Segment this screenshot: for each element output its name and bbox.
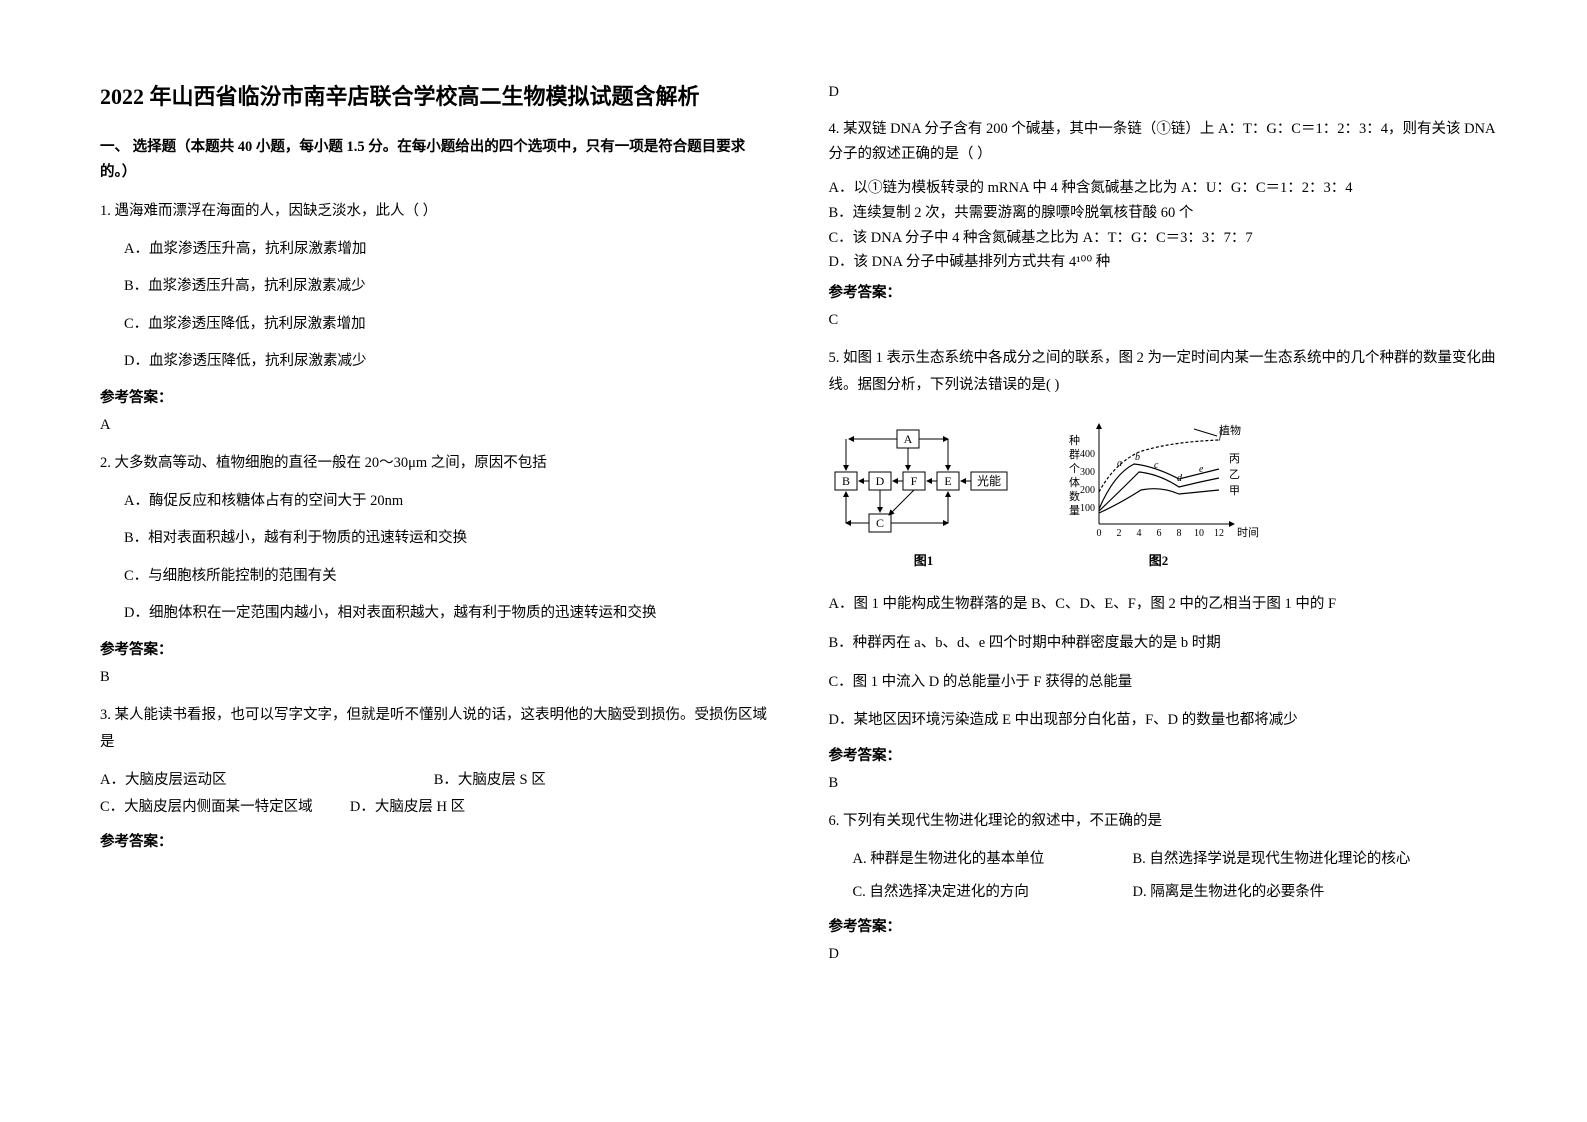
- fig1-node-light: 光能: [976, 474, 1000, 488]
- fig1-node-b: B: [841, 474, 849, 488]
- q2-options: A．酶促反应和核糖体占有的空间大于 20nm B．相对表面积越小，越有利于物质的…: [124, 488, 769, 628]
- svg-text:体: 体: [1069, 475, 1080, 489]
- svg-text:a: a: [1117, 458, 1122, 469]
- figure-1-svg: A B D F E 光能 C: [829, 424, 1019, 544]
- exam-page: 2022 年山西省临汾市南辛店联合学校高二生物模拟试题含解析 一、 选择题（本题…: [0, 0, 1587, 1019]
- svg-text:乙: 乙: [1229, 468, 1240, 481]
- q6-stem: 6. 下列有关现代生物进化理论的叙述中，不正确的是: [829, 808, 1498, 836]
- q3-option-d: D．大脑皮层 H 区: [350, 799, 465, 815]
- q5-options: A．图 1 中能构成生物群落的是 B、C、D、E、F，图 2 中的乙相当于图 1…: [829, 587, 1498, 738]
- q5-answer: B: [829, 775, 1498, 792]
- svg-text:个: 个: [1069, 462, 1080, 475]
- q3-option-c: C．大脑皮层内侧面某一特定区域: [100, 799, 313, 815]
- svg-text:200: 200: [1080, 485, 1095, 496]
- q3-answer-label: 参考答案：: [100, 830, 769, 851]
- q4-option-a: A．以①链为模板转录的 mRNA 中 4 种含氮碱基之比为 A：U：G：C＝1：…: [829, 176, 1498, 201]
- svg-text:300: 300: [1080, 467, 1095, 478]
- fig1-node-f: F: [910, 474, 917, 488]
- fig1-node-e: E: [944, 474, 951, 488]
- q6-option-c: C. 自然选择决定进化的方向: [853, 879, 1133, 907]
- svg-text:e: e: [1199, 464, 1204, 475]
- question-5: 5. 如图 1 表示生态系统中各成分之间的联系，图 2 为一定时间内某一生态系统…: [829, 345, 1498, 792]
- q3-answer: D: [829, 84, 1498, 101]
- svg-text:c: c: [1154, 460, 1159, 471]
- q4-option-b: B．连续复制 2 次，共需要游离的腺嘌呤脱氧核苷酸 60 个: [829, 201, 1498, 226]
- question-1: 1. 遇海难而漂浮在海面的人，因缺乏淡水，此人（ ） A．血浆渗透压升高，抗利尿…: [100, 198, 769, 434]
- q4-answer-label: 参考答案：: [829, 281, 1498, 302]
- question-2: 2. 大多数高等动、植物细胞的直径一般在 20～30μm 之间，原因不包括 A．…: [100, 450, 769, 686]
- svg-text:8: 8: [1176, 528, 1181, 539]
- q5-option-a: A．图 1 中能构成生物群落的是 B、C、D、E、F，图 2 中的乙相当于图 1…: [829, 587, 1498, 622]
- svg-text:10: 10: [1194, 528, 1204, 539]
- q5-option-d: D．某地区因环境污染造成 E 中出现部分白化苗，F、D 的数量也都将减少: [829, 703, 1498, 738]
- q5-option-c: C．图 1 中流入 D 的总能量小于 F 获得的总能量: [829, 665, 1498, 700]
- q4-stem: 4. 某双链 DNA 分子含有 200 个碱基，其中一条链（①链）上 A：T：G…: [829, 117, 1498, 166]
- svg-text:12: 12: [1214, 528, 1224, 539]
- figure-2-caption: 图2: [1149, 550, 1169, 569]
- q2-option-d: D．细胞体积在一定范围内越小，相对表面积越大，越有利于物质的迅速转运和交换: [124, 600, 769, 628]
- fig1-node-a: A: [903, 432, 912, 446]
- exam-title: 2022 年山西省临汾市南辛店联合学校高二生物模拟试题含解析: [100, 80, 769, 113]
- section-1-header: 一、 选择题（本题共 40 小题，每小题 1.5 分。在每小题给出的四个选项中，…: [100, 135, 769, 184]
- q4-options: A．以①链为模板转录的 mRNA 中 4 种含氮碱基之比为 A：U：G：C＝1：…: [829, 176, 1498, 275]
- svg-text:0: 0: [1096, 528, 1101, 539]
- q1-answer-label: 参考答案：: [100, 386, 769, 407]
- figure-1-caption: 图1: [914, 550, 934, 569]
- q1-options: A．血浆渗透压升高，抗利尿激素增加 B．血浆渗透压升高，抗利尿激素减少 C．血浆…: [124, 236, 769, 376]
- svg-text:量: 量: [1069, 504, 1080, 517]
- fig1-node-d: D: [875, 474, 884, 488]
- fig1-node-c: C: [875, 516, 883, 530]
- q1-option-b: B．血浆渗透压升高，抗利尿激素减少: [124, 273, 769, 301]
- svg-text:6: 6: [1156, 528, 1161, 539]
- svg-text:甲: 甲: [1229, 485, 1240, 497]
- q2-answer: B: [100, 669, 769, 686]
- q6-option-d: D. 隔离是生物进化的必要条件: [1133, 879, 1325, 907]
- svg-text:b: b: [1135, 452, 1140, 463]
- q1-answer: A: [100, 417, 769, 434]
- q2-option-a: A．酶促反应和核糖体占有的空间大于 20nm: [124, 488, 769, 516]
- q2-stem: 2. 大多数高等动、植物细胞的直径一般在 20～30μm 之间，原因不包括: [100, 450, 769, 478]
- svg-text:种: 种: [1069, 433, 1080, 447]
- q5-stem: 5. 如图 1 表示生态系统中各成分之间的联系，图 2 为一定时间内某一生态系统…: [829, 345, 1498, 400]
- q4-answer: C: [829, 312, 1498, 329]
- svg-text:群: 群: [1069, 447, 1080, 461]
- q1-option-c: C．血浆渗透压降低，抗利尿激素增加: [124, 311, 769, 339]
- svg-text:400: 400: [1080, 449, 1095, 460]
- svg-text:丙: 丙: [1229, 453, 1240, 465]
- q5-answer-label: 参考答案：: [829, 744, 1498, 765]
- q6-answer: D: [829, 946, 1498, 963]
- q4-option-c: C．该 DNA 分子中 4 种含氮碱基之比为 A：T：G：C＝3：3：7：7: [829, 226, 1498, 251]
- q1-option-a: A．血浆渗透压升高，抗利尿激素增加: [124, 236, 769, 264]
- q1-option-d: D．血浆渗透压降低，抗利尿激素减少: [124, 348, 769, 376]
- figure-2: 100 200 300 400 0 2 4 6 8 10: [1059, 414, 1259, 569]
- left-column: 2022 年山西省临汾市南辛店联合学校高二生物模拟试题含解析 一、 选择题（本题…: [100, 80, 769, 979]
- svg-text:100: 100: [1080, 503, 1095, 514]
- q5-figures: A B D F E 光能 C: [829, 414, 1498, 569]
- question-6: 6. 下列有关现代生物进化理论的叙述中，不正确的是 A. 种群是生物进化的基本单…: [829, 808, 1498, 963]
- q3-options: A．大脑皮层运动区 B．大脑皮层 S 区 C．大脑皮层内侧面某一特定区域 D．大…: [100, 767, 769, 822]
- question-4: 4. 某双链 DNA 分子含有 200 个碱基，其中一条链（①链）上 A：T：G…: [829, 117, 1498, 329]
- fig2-legend-plant: 植物: [1219, 423, 1241, 437]
- q6-answer-label: 参考答案：: [829, 915, 1498, 936]
- svg-text:2: 2: [1116, 528, 1121, 539]
- svg-text:4: 4: [1136, 528, 1141, 539]
- q5-option-b: B．种群丙在 a、b、d、e 四个时期中种群密度最大的是 b 时期: [829, 626, 1498, 661]
- q3-option-b: B．大脑皮层 S 区: [434, 772, 546, 788]
- svg-text:数: 数: [1069, 490, 1080, 503]
- figure-2-svg: 100 200 300 400 0 2 4 6 8 10: [1059, 414, 1259, 544]
- q2-answer-label: 参考答案：: [100, 638, 769, 659]
- q2-option-c: C．与细胞核所能控制的范围有关: [124, 563, 769, 591]
- q3-option-a: A．大脑皮层运动区: [100, 772, 226, 788]
- figure-1: A B D F E 光能 C: [829, 424, 1019, 569]
- fig2-xlabel: 时间: [1237, 526, 1259, 539]
- q6-option-b: B. 自然选择学说是现代生物进化理论的核心: [1133, 846, 1411, 874]
- q3-stem: 3. 某人能读书看报，也可以写字文字，但就是听不懂别人说的话，这表明他的大脑受到…: [100, 702, 769, 757]
- right-column: D 4. 某双链 DNA 分子含有 200 个碱基，其中一条链（①链）上 A：T…: [829, 80, 1498, 979]
- q6-options: A. 种群是生物进化的基本单位 B. 自然选择学说是现代生物进化理论的核心 C.…: [853, 846, 1498, 907]
- q6-option-a: A. 种群是生物进化的基本单位: [853, 846, 1133, 874]
- q4-option-d: D．该 DNA 分子中碱基排列方式共有 4¹⁰⁰ 种: [829, 250, 1498, 275]
- q1-stem: 1. 遇海难而漂浮在海面的人，因缺乏淡水，此人（ ）: [100, 198, 769, 226]
- question-3: 3. 某人能读书看报，也可以写字文字，但就是听不懂别人说的话，这表明他的大脑受到…: [100, 702, 769, 851]
- q2-option-b: B．相对表面积越小，越有利于物质的迅速转运和交换: [124, 525, 769, 553]
